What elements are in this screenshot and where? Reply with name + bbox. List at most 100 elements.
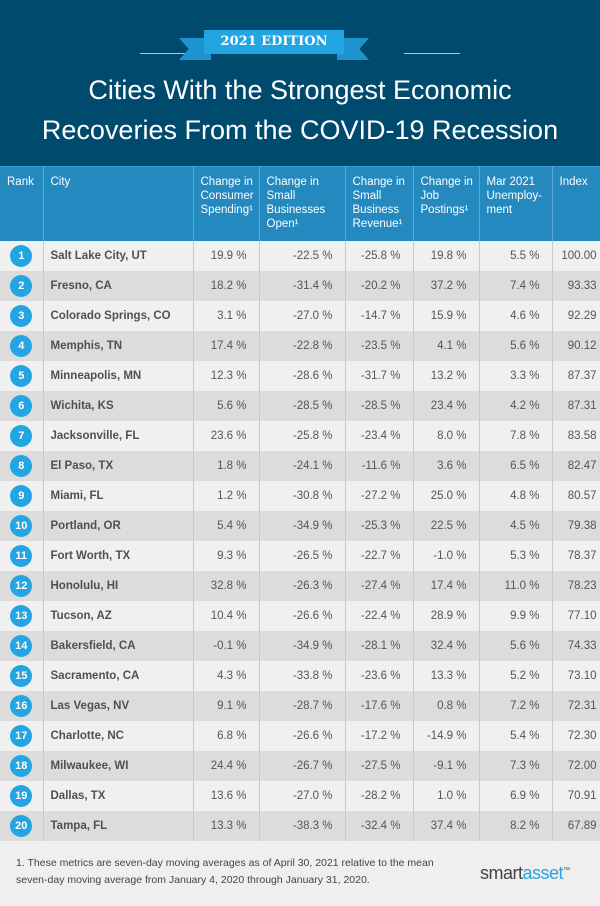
table-row: 7 Jacksonville, FL 23.6 % -25.8 % -23.4 % 8.0… xyxy=(0,420,600,451)
value-cell: -26.6 % xyxy=(259,720,346,751)
city-cell: Minneapolis, MN xyxy=(43,360,194,391)
value-cell: -9.1 % xyxy=(413,750,480,781)
index-cell: 100.00 xyxy=(552,240,600,271)
value-cell: -27.0 % xyxy=(259,300,346,331)
value-cell: -23.5 % xyxy=(345,330,414,361)
divider-left xyxy=(140,53,196,54)
value-cell: 3.3 % xyxy=(479,360,553,391)
city-cell: Las Vegas, NV xyxy=(43,690,194,721)
table-row: 9 Miami, FL 1.2 % -30.8 % -27.2 % 25.0 % 4.8 %… xyxy=(0,480,600,511)
index-cell: 87.37 xyxy=(552,360,600,391)
rankings-table: Rank City Change in Consumer Spending¹ Chan… xyxy=(0,166,600,841)
rank-cell: 5 xyxy=(0,360,44,391)
value-cell: 18.2 % xyxy=(193,270,260,301)
rank-badge: 6 xyxy=(10,394,33,417)
value-cell: -26.3 % xyxy=(259,570,346,601)
value-cell: -22.5 % xyxy=(259,240,346,271)
city-cell: Milwaukee, WI xyxy=(43,750,194,781)
rank-badge: 20 xyxy=(10,814,33,837)
value-cell: 9.9 % xyxy=(479,600,553,631)
rank-cell: 4 xyxy=(0,330,44,361)
value-cell: -0.1 % xyxy=(193,630,260,661)
column-header: Change in Small Businesses Open¹ xyxy=(259,166,346,241)
value-cell: -28.1 % xyxy=(345,630,414,661)
index-cell: 93.33 xyxy=(552,270,600,301)
index-cell: 74.33 xyxy=(552,630,600,661)
value-cell: -25.8 % xyxy=(259,420,346,451)
table-row: 20 Tampa, FL 13.3 % -38.3 % -32.4 % 37.4 % 8.2… xyxy=(0,810,600,841)
index-cell: 72.30 xyxy=(552,720,600,751)
rank-badge: 19 xyxy=(10,784,33,807)
city-cell: El Paso, TX xyxy=(43,450,194,481)
value-cell: 7.3 % xyxy=(479,750,553,781)
rank-badge: 4 xyxy=(10,334,33,357)
value-cell: -26.5 % xyxy=(259,540,346,571)
rank-cell: 9 xyxy=(0,480,44,511)
index-cell: 70.91 xyxy=(552,780,600,811)
smartasset-logo: smartasset™ xyxy=(480,863,570,884)
rank-cell: 17 xyxy=(0,720,44,751)
value-cell: 3.1 % xyxy=(193,300,260,331)
rank-badge: 11 xyxy=(10,544,33,567)
value-cell: -28.6 % xyxy=(259,360,346,391)
value-cell: 5.6 % xyxy=(193,390,260,421)
value-cell: 4.6 % xyxy=(479,300,553,331)
index-cell: 78.23 xyxy=(552,570,600,601)
city-cell: Tampa, FL xyxy=(43,810,194,841)
rank-badge: 13 xyxy=(10,604,33,627)
city-cell: Fresno, CA xyxy=(43,270,194,301)
rank-cell: 14 xyxy=(0,630,44,661)
value-cell: 13.2 % xyxy=(413,360,480,391)
value-cell: -31.7 % xyxy=(345,360,414,391)
value-cell: -28.5 % xyxy=(259,390,346,421)
value-cell: 4.8 % xyxy=(479,480,553,511)
rank-cell: 18 xyxy=(0,750,44,781)
value-cell: -23.4 % xyxy=(345,420,414,451)
divider-right xyxy=(404,53,460,54)
value-cell: 11.0 % xyxy=(479,570,553,601)
value-cell: -34.9 % xyxy=(259,510,346,541)
table-row: 11 Fort Worth, TX 9.3 % -26.5 % -22.7 % -1.0 … xyxy=(0,540,600,571)
column-header: Change in Job Postings¹ xyxy=(413,166,480,241)
title-line-1: Cities With the Strongest Economic xyxy=(88,75,512,105)
title-line-2: Recoveries From the COVID-19 Recession xyxy=(41,115,559,145)
value-cell: -22.8 % xyxy=(259,330,346,361)
rank-badge: 16 xyxy=(10,694,33,717)
ribbon-tail-left xyxy=(179,38,211,60)
edition-ribbon: 2021 EDITION xyxy=(179,30,369,60)
value-cell: -38.3 % xyxy=(259,810,346,841)
value-cell: 5.2 % xyxy=(479,660,553,691)
footnote: 1. These metrics are seven-day moving av… xyxy=(16,856,434,886)
value-cell: -22.7 % xyxy=(345,540,414,571)
value-cell: -26.7 % xyxy=(259,750,346,781)
city-cell: Tucson, AZ xyxy=(43,600,194,631)
page-title: Cities With the Strongest Economic Recov… xyxy=(0,70,600,150)
table-row: 16 Las Vegas, NV 9.1 % -28.7 % -17.6 % 0.8 % 7… xyxy=(0,690,600,721)
city-cell: Jacksonville, FL xyxy=(43,420,194,451)
value-cell: 5.6 % xyxy=(479,630,553,661)
table-row: 13 Tucson, AZ 10.4 % -26.6 % -22.4 % 28.9 % 9.… xyxy=(0,600,600,631)
table-row: 17 Charlotte, NC 6.8 % -26.6 % -17.2 % -14.9 … xyxy=(0,720,600,751)
value-cell: -14.7 % xyxy=(345,300,414,331)
index-cell: 72.00 xyxy=(552,750,600,781)
value-cell: 32.8 % xyxy=(193,570,260,601)
city-cell: Bakersfield, CA xyxy=(43,630,194,661)
rank-badge: 1 xyxy=(10,244,33,267)
value-cell: 25.0 % xyxy=(413,480,480,511)
value-cell: -33.8 % xyxy=(259,660,346,691)
value-cell: 5.3 % xyxy=(479,540,553,571)
rank-badge: 7 xyxy=(10,424,33,447)
rank-badge: 14 xyxy=(10,634,33,657)
rank-cell: 15 xyxy=(0,660,44,691)
value-cell: 19.8 % xyxy=(413,240,480,271)
index-cell: 67.89 xyxy=(552,810,600,841)
index-cell: 79.38 xyxy=(552,510,600,541)
index-cell: 83.58 xyxy=(552,420,600,451)
table-body: 1 Salt Lake City, UT 19.9 % -22.5 % -25.8 % 1… xyxy=(0,240,600,841)
ribbon-tail-right xyxy=(337,38,369,60)
city-cell: Memphis, TN xyxy=(43,330,194,361)
value-cell: 17.4 % xyxy=(413,570,480,601)
logo-tm: ™ xyxy=(563,866,570,874)
value-cell: 24.4 % xyxy=(193,750,260,781)
table-row: 5 Minneapolis, MN 12.3 % -28.6 % -31.7 % 13.2… xyxy=(0,360,600,391)
